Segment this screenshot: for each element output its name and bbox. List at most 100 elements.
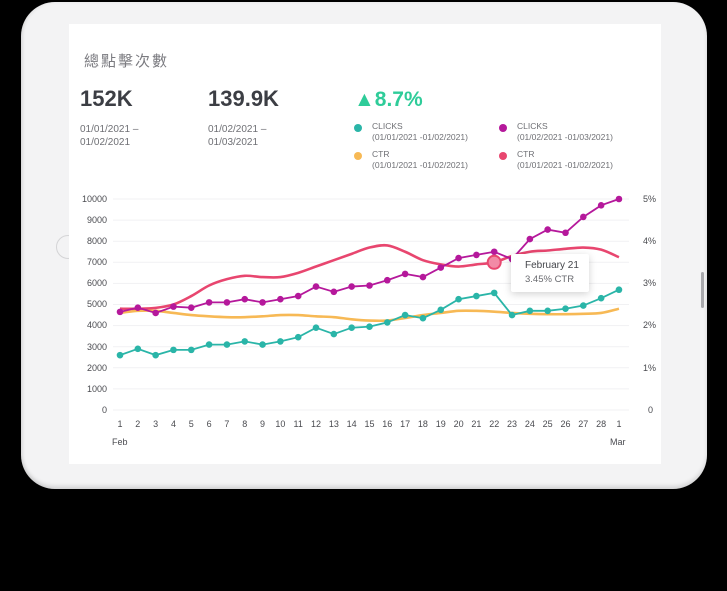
chart-card: 總點擊次數 152K 01/01/2021 – 01/02/2021 139.9… (69, 24, 661, 464)
x-tick: 23 (507, 419, 518, 429)
data-point[interactable] (277, 295, 284, 303)
data-point[interactable] (116, 308, 124, 316)
data-point[interactable] (473, 251, 480, 259)
y-tick-left: 7000 (86, 257, 107, 267)
series-line[interactable] (119, 307, 620, 323)
legend-label: CTR (372, 149, 390, 159)
data-point[interactable] (223, 299, 231, 306)
y-tick-left: 4000 (86, 320, 107, 330)
legend-item-ctr-previous[interactable]: CTR (01/01/2021 -01/02/2021) (499, 149, 613, 171)
legend-label: CLICKS (517, 121, 548, 131)
data-point[interactable] (259, 299, 266, 306)
legend-item-clicks-previous[interactable]: CLICKS (01/02/2021 -01/03/2021) (499, 121, 613, 143)
data-point[interactable] (187, 304, 195, 311)
data-point[interactable] (526, 235, 534, 243)
data-point[interactable] (526, 307, 534, 315)
x-tick: 12 (311, 419, 322, 429)
data-point[interactable] (455, 254, 462, 262)
y-tick-right: 5% (643, 194, 657, 204)
card-title: 總點擊次數 (84, 53, 170, 70)
data-point[interactable] (348, 283, 355, 290)
data-point[interactable] (437, 264, 445, 271)
data-point[interactable] (384, 319, 391, 326)
data-point[interactable] (294, 292, 302, 300)
data-point[interactable] (490, 248, 498, 256)
data-point[interactable] (241, 295, 249, 303)
data-point[interactable] (312, 324, 320, 332)
y-tick-left: 1000 (86, 384, 107, 394)
data-point[interactable] (508, 311, 516, 319)
data-point[interactable] (134, 345, 142, 353)
data-point[interactable] (597, 294, 605, 302)
x-tick: 16 (382, 419, 393, 429)
data-point[interactable] (348, 324, 355, 332)
legend-range: (01/01/2021 -01/02/2021) (372, 160, 468, 170)
data-point[interactable] (580, 213, 587, 221)
data-point[interactable] (170, 346, 177, 354)
data-point[interactable] (330, 330, 338, 338)
data-point[interactable] (455, 295, 462, 303)
legend-item-clicks-current[interactable]: CLICKS (01/01/2021 -01/02/2021) (354, 121, 468, 143)
tooltip-value: 3.45% CTR (525, 274, 575, 285)
data-point[interactable] (615, 286, 623, 294)
data-point[interactable] (152, 351, 159, 359)
legend-range: (01/02/2021 -01/03/2021) (517, 132, 613, 142)
y-tick-right: 3% (643, 278, 657, 288)
data-point[interactable] (437, 306, 445, 314)
x-tick: 20 (453, 419, 464, 429)
current-range-end: 01/02/2021 (80, 137, 131, 148)
y-tick-right: 1% (643, 363, 657, 373)
data-point[interactable] (562, 305, 569, 313)
x-tick: 5 (188, 419, 194, 429)
data-point[interactable] (366, 323, 373, 330)
data-point[interactable] (544, 307, 551, 315)
data-point[interactable] (597, 202, 605, 209)
data-point[interactable] (580, 302, 587, 309)
data-point[interactable] (152, 309, 159, 317)
x-tick: 6 (206, 419, 212, 429)
line-chart[interactable] (69, 24, 661, 464)
data-point[interactable] (330, 288, 338, 296)
data-point[interactable] (401, 270, 409, 278)
legend-item-ctr-current[interactable]: CTR (01/01/2021 -01/02/2021) (354, 149, 468, 171)
data-point[interactable] (205, 299, 213, 306)
data-point[interactable] (384, 276, 391, 284)
data-point[interactable] (241, 338, 249, 345)
data-point[interactable] (259, 341, 266, 348)
x-tick: 25 (542, 419, 553, 429)
x-tick: 22 (489, 419, 500, 429)
previous-total: 139.9K (208, 86, 279, 111)
data-point[interactable] (294, 333, 302, 341)
x-tick: 3 (153, 419, 159, 429)
x-tick: 10 (275, 419, 286, 429)
current-total: 152K (80, 86, 133, 111)
data-point[interactable] (170, 303, 177, 310)
data-point[interactable] (544, 226, 551, 233)
side-button (701, 272, 704, 308)
data-point[interactable] (419, 314, 427, 322)
data-point[interactable] (134, 304, 142, 311)
x-tick: 1 (616, 419, 622, 429)
x-tick: 14 (346, 419, 357, 429)
highlight-point[interactable] (486, 254, 502, 270)
data-point[interactable] (419, 273, 427, 281)
data-point[interactable] (562, 229, 569, 237)
series-line[interactable] (119, 288, 620, 357)
data-point[interactable] (187, 346, 195, 354)
legend-label: CTR (517, 149, 535, 159)
data-point[interactable] (116, 351, 124, 359)
data-point[interactable] (615, 195, 623, 203)
data-point[interactable] (312, 283, 320, 290)
series-line[interactable] (119, 243, 620, 311)
data-point[interactable] (277, 338, 284, 345)
x-month-start: Feb (112, 437, 128, 447)
data-point[interactable] (366, 282, 373, 289)
data-point[interactable] (473, 292, 480, 300)
data-point[interactable] (223, 341, 231, 348)
data-point[interactable] (401, 311, 409, 319)
data-point[interactable] (205, 341, 213, 348)
data-point[interactable] (490, 289, 498, 297)
x-tick: 8 (242, 419, 248, 429)
y-tick-right: 0 (648, 405, 654, 415)
x-tick: 18 (417, 419, 428, 429)
